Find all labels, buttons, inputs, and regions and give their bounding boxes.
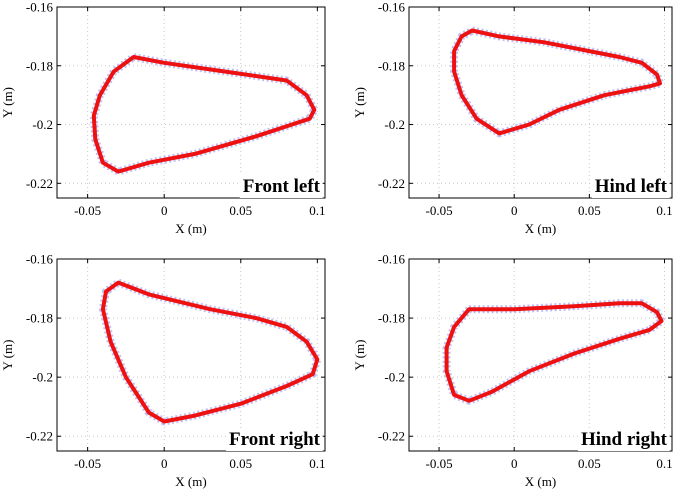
y-tick-label: -0.16 bbox=[378, 252, 406, 267]
y-tick-label: -0.22 bbox=[378, 429, 405, 444]
x-tick-label: 0.1 bbox=[656, 456, 672, 471]
x-tick-label: 0.1 bbox=[656, 203, 672, 218]
x-tick-label: -0.05 bbox=[426, 203, 453, 218]
y-tick-label: -0.18 bbox=[378, 58, 405, 73]
front-right-mean-trajectory bbox=[100, 280, 320, 424]
panel-label: Front right bbox=[229, 429, 321, 450]
x-axis-label: X (m) bbox=[525, 474, 556, 489]
y-tick-label: -0.18 bbox=[26, 58, 53, 73]
x-tick-label: 0.1 bbox=[309, 456, 325, 471]
x-tick-label: 0 bbox=[511, 456, 518, 471]
y-tick-label: -0.2 bbox=[384, 117, 405, 132]
front-right-sample-trajectories bbox=[98, 278, 322, 426]
x-tick-label: 0.1 bbox=[309, 203, 325, 218]
front-left-sample-trajectories bbox=[89, 53, 319, 176]
x-tick-label: -0.05 bbox=[426, 456, 453, 471]
y-axis-label: Y (m) bbox=[0, 87, 15, 118]
x-axis-label: X (m) bbox=[175, 221, 206, 236]
y-tick-label: -0.16 bbox=[26, 252, 54, 267]
axes-frame bbox=[408, 6, 673, 199]
y-tick-label: -0.2 bbox=[32, 370, 53, 385]
panel-label-background bbox=[591, 175, 670, 198]
x-tick-label: 0.05 bbox=[229, 456, 252, 471]
panel-front-left: -0.05 0 0.05 0.1 -0.16 -0.18 -0.2 -0.22 X (m) Y (… bbox=[0, 0, 326, 236]
y-tick-label: -0.22 bbox=[378, 176, 405, 191]
x-tick-label: 0 bbox=[161, 203, 168, 218]
x-tick-label: 0 bbox=[161, 456, 168, 471]
panel-label-background bbox=[577, 428, 670, 451]
axes-frame bbox=[56, 258, 326, 452]
x-axis-label: X (m) bbox=[175, 474, 206, 489]
x-tick-label: 0.05 bbox=[578, 456, 601, 471]
y-axis-label: Y (m) bbox=[352, 87, 367, 118]
y-tick-label: -0.2 bbox=[384, 370, 405, 385]
y-tick-label: -0.18 bbox=[26, 311, 53, 326]
panel-hind-right: -0.05 0 0.05 0.1 -0.16 -0.18 -0.2 -0.22 X (m) Y (… bbox=[352, 252, 673, 490]
x-axis-label: X (m) bbox=[525, 221, 556, 236]
axes-frame bbox=[56, 6, 326, 199]
y-tick-label: -0.16 bbox=[26, 0, 54, 15]
y-tick-label: -0.16 bbox=[378, 0, 406, 15]
x-tick-label: 0.05 bbox=[578, 203, 601, 218]
axes-frame bbox=[408, 258, 673, 452]
hind-right-mean-trajectory bbox=[444, 301, 664, 403]
y-tick-label: -0.18 bbox=[378, 311, 405, 326]
front-left-mean-trajectory bbox=[91, 55, 317, 174]
panel-label: Hind left bbox=[595, 176, 668, 197]
hind-left-mean-trajectory bbox=[452, 28, 662, 136]
y-axis-label: Y (m) bbox=[352, 340, 367, 371]
panel-label-background bbox=[226, 428, 323, 451]
panel-front-right: -0.05 0 0.05 0.1 -0.16 -0.18 -0.2 -0.22 X (m) Y (… bbox=[0, 252, 326, 489]
y-tick-label: -0.2 bbox=[32, 117, 53, 132]
panel-label: Front left bbox=[243, 176, 321, 197]
y-tick-label: -0.22 bbox=[26, 176, 53, 191]
panel-label-background bbox=[239, 175, 323, 198]
x-tick-label: -0.05 bbox=[74, 456, 101, 471]
y-tick-label: -0.22 bbox=[26, 429, 53, 444]
panel-label: Hind right bbox=[581, 429, 668, 450]
x-tick-label: 0 bbox=[511, 203, 518, 218]
x-tick-label: 0.05 bbox=[229, 203, 252, 218]
panel-hind-left: -0.05 0 0.05 0.1 -0.16 -0.18 -0.2 -0.22 X (m) Y (… bbox=[352, 0, 673, 236]
x-tick-label: -0.05 bbox=[74, 203, 101, 218]
y-axis-label: Y (m) bbox=[0, 340, 15, 371]
